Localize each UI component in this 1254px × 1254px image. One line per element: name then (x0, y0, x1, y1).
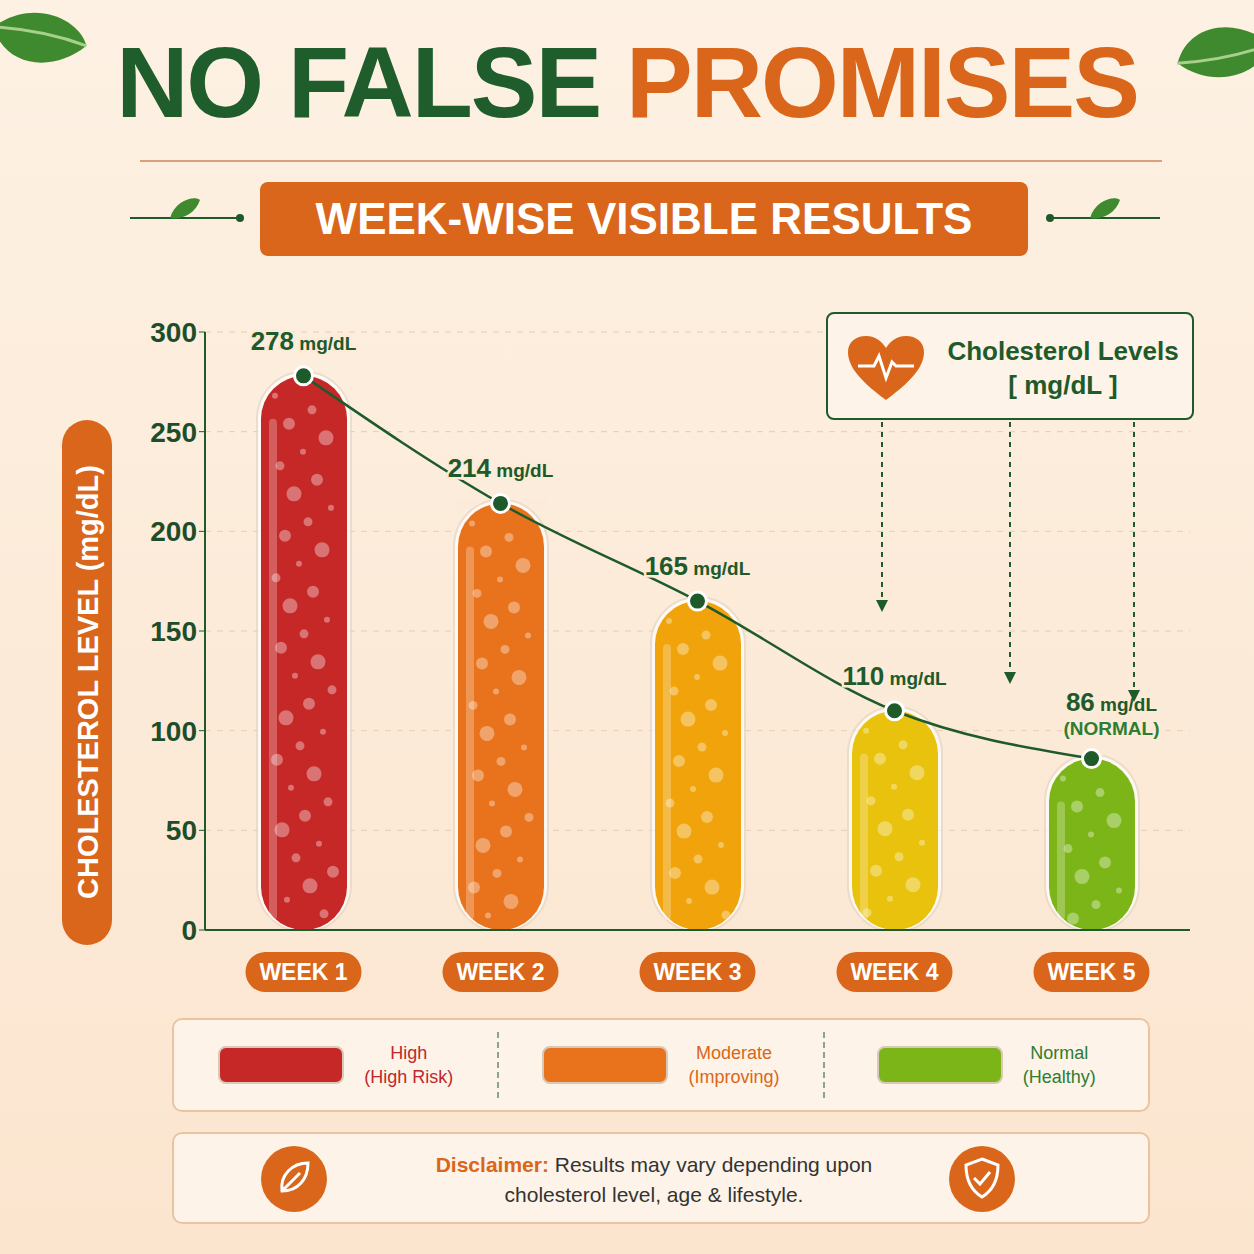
svg-text:WEEK 3: WEEK 3 (653, 959, 741, 985)
svg-text:WEEK 1: WEEK 1 (259, 959, 347, 985)
svg-text:50: 50 (166, 815, 197, 846)
html-text:CHOLESTEROL LEVEL (mg/dL): CHOLESTEROL LEVEL (mg/dL) (71, 465, 104, 899)
svg-text:200: 200 (150, 516, 197, 547)
html-text:(Improving): (Improving) (688, 1067, 780, 1087)
svg-text:250: 250 (150, 417, 197, 448)
svg-text:150: 150 (150, 616, 197, 647)
html-text:[ mg/dL ]: [ mg/dL ] (1008, 370, 1118, 400)
html-text:(High Risk): (High Risk) (364, 1067, 454, 1087)
html-text:Cholesterol Levels: Cholesterol Levels (947, 336, 1179, 366)
svg-text:214 mg/dL: 214 mg/dL (448, 453, 554, 483)
svg-text:WEEK 5: WEEK 5 (1047, 959, 1135, 985)
svg-text:WEEK 4: WEEK 4 (850, 959, 938, 985)
html-text:WEEK-WISE VISIBLE RESULTS: WEEK-WISE VISIBLE RESULTS (315, 194, 973, 243)
svg-text:110 mg/dL: 110 mg/dL (842, 661, 947, 691)
html-text:(Healthy): (Healthy) (1022, 1067, 1096, 1087)
svg-text:(NORMAL): (NORMAL) (1063, 718, 1159, 739)
html-text:High: High (390, 1043, 428, 1063)
svg-text:300: 300 (150, 317, 197, 348)
svg-text:278 mg/dL: 278 mg/dL (251, 326, 357, 356)
html-text:Moderate: Moderate (696, 1043, 772, 1063)
svg-text:0: 0 (181, 915, 197, 946)
svg-text:WEEK 2: WEEK 2 (456, 959, 544, 985)
svg-text:86 mg/dL: 86 mg/dL (1066, 687, 1158, 717)
html-text:Normal: Normal (1030, 1043, 1089, 1063)
svg-text:100: 100 (150, 716, 197, 747)
html-text:Disclaimer: Results may vary d: Disclaimer: Results may vary depending u… (435, 1153, 873, 1206)
html-text:NO FALSE PROMISES: NO FALSE PROMISES (116, 26, 1138, 138)
svg-text:165 mg/dL: 165 mg/dL (645, 551, 751, 581)
